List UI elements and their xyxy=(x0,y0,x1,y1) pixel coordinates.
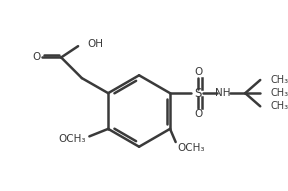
Text: OCH₃: OCH₃ xyxy=(177,143,204,153)
Text: S: S xyxy=(194,87,202,100)
Text: O: O xyxy=(194,109,202,119)
Text: OH: OH xyxy=(88,39,103,49)
Text: CH₃: CH₃ xyxy=(271,88,288,98)
Text: OCH₃: OCH₃ xyxy=(59,134,86,144)
Text: O: O xyxy=(194,67,202,78)
Text: NH: NH xyxy=(215,88,230,98)
Text: O: O xyxy=(33,53,41,62)
Text: CH₃: CH₃ xyxy=(271,75,288,85)
Text: CH₃: CH₃ xyxy=(271,101,288,111)
